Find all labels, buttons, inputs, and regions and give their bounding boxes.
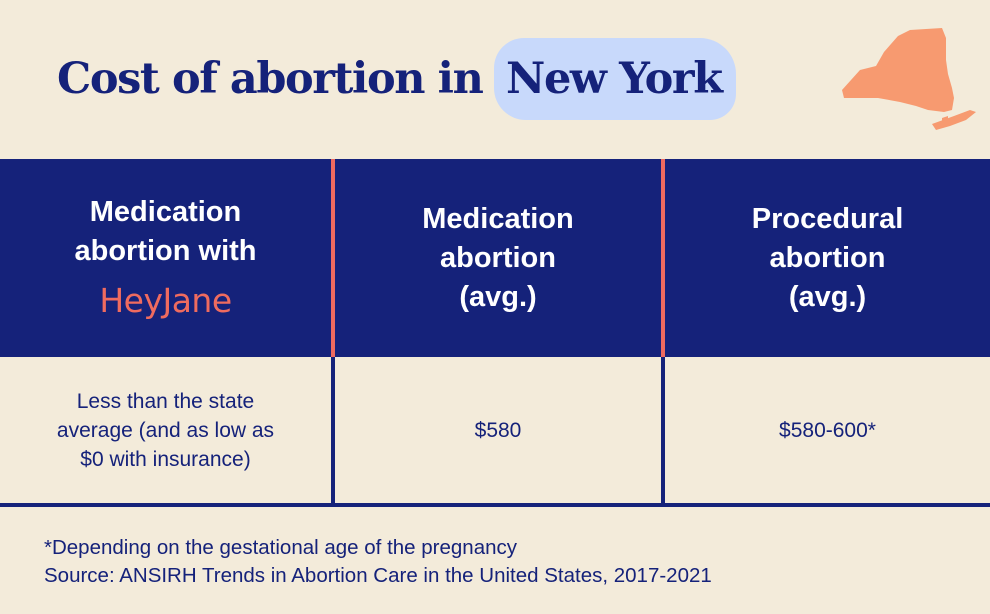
header-procedural-label: Procedural abortion (avg.): [751, 202, 904, 313]
title-prefix: Cost of abortion in: [57, 54, 484, 104]
header-divider: [661, 159, 665, 357]
page-title: Cost of abortion in New York: [57, 38, 736, 120]
footnote-source: Source: ANSIRH Trends in Abortion Care i…: [44, 564, 712, 587]
header-cell-procedural: Procedural abortion (avg.): [665, 159, 990, 357]
cell-medication-cost: $580: [335, 357, 661, 507]
title-state-name: New York: [506, 54, 723, 104]
medication-cost-value: $580: [474, 418, 522, 442]
cell-heyjane-cost: Less than the state average (and as low …: [0, 357, 331, 507]
procedural-cost-value: $580-600*: [779, 418, 876, 442]
heyjane-cost-value: Less than the state average (and as low …: [56, 389, 275, 471]
row-divider: [661, 357, 665, 507]
header-cell-heyjane: Medication abortion with HeyJane: [0, 159, 331, 357]
heyjane-logo: HeyJane: [99, 281, 232, 320]
row-divider: [331, 357, 335, 507]
title-highlight: New York: [494, 38, 736, 120]
cell-procedural-cost: $580-600*: [665, 357, 990, 507]
cost-table: Medication abortion with HeyJane Medicat…: [0, 159, 990, 507]
header-divider: [331, 159, 335, 357]
footnote: *Depending on the gestational age of the…: [44, 534, 712, 590]
header-heyjane-label: Medication abortion with: [74, 196, 257, 267]
header-cell-medication: Medication abortion (avg.): [335, 159, 661, 357]
new-york-state-map-icon: [842, 28, 976, 130]
footnote-gestational: *Depending on the gestational age of the…: [44, 536, 518, 559]
header-medication-label: Medication abortion (avg.): [422, 202, 574, 313]
